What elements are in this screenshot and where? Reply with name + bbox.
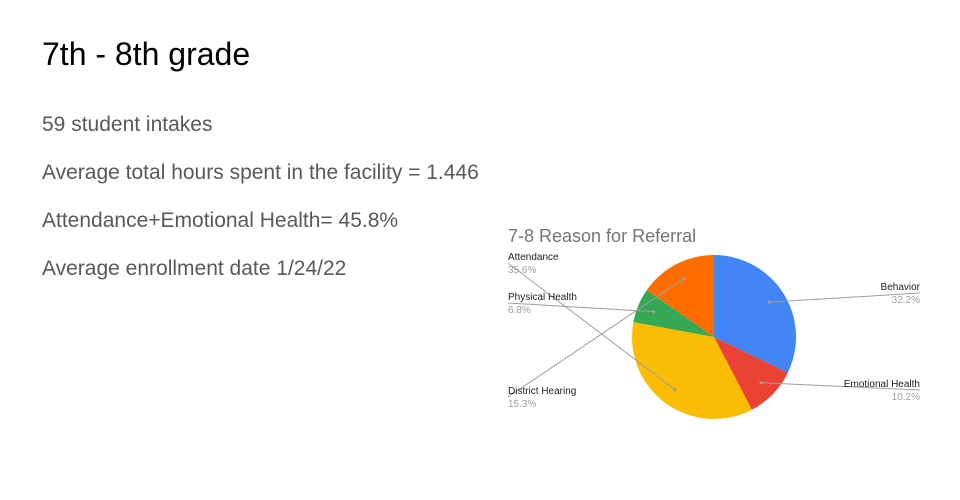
- slice-percent-behavior: 32.2%: [892, 295, 920, 306]
- leader-dot-attendance: [673, 388, 677, 392]
- slice-label-district-hearing: District Hearing: [508, 386, 576, 397]
- leader-line-emotional-health: [761, 382, 921, 391]
- slice-percent-attendance: 35.6%: [508, 265, 536, 276]
- stat-attendance-emotional: Attendance+Emotional Health= 45.8%: [42, 209, 399, 232]
- pie-slice-attendance: [632, 322, 752, 420]
- slice-label-behavior: Behavior: [881, 282, 921, 293]
- stat-average-hours: Average total hours spent in the facilit…: [42, 161, 479, 184]
- leader-line-attendance: [507, 262, 676, 391]
- stats-list: 59 student intakes Average total hours s…: [42, 110, 479, 302]
- leader-line-district-hearing: [507, 278, 684, 398]
- leader-line-behavior: [769, 292, 921, 303]
- slide-title: 7th - 8th grade: [42, 36, 251, 72]
- leader-dot-emotional-health: [759, 381, 763, 385]
- stat-enrollment-date: Average enrollment date 1/24/22: [42, 257, 347, 280]
- stat-intakes: 59 student intakes: [42, 113, 213, 136]
- pie-slice-district-hearing: [646, 255, 714, 337]
- pie-slice-behavior: [714, 255, 796, 373]
- slice-percent-district-hearing: 15.3%: [508, 399, 536, 410]
- slice-percent-physical-health: 6.8%: [508, 305, 531, 316]
- pie-slice-physical-health: [633, 290, 714, 337]
- slice-label-emotional-health: Emotional Health: [844, 379, 920, 390]
- leader-line-physical-health: [507, 302, 654, 313]
- slice-label-physical-health: Physical Health: [508, 292, 577, 303]
- leader-dot-behavior: [768, 300, 772, 304]
- slice-percent-emotional-health: 10.2%: [892, 392, 920, 403]
- leader-dot-district-hearing: [682, 277, 686, 281]
- pie-chart-svg: Behavior 32.2% Emotional Health 10.2% Attend…: [507, 252, 921, 420]
- pie-slice-emotional-health: [714, 337, 788, 410]
- pie-chart: Behavior 32.2% Emotional Health 10.2% Attend…: [500, 222, 930, 437]
- leader-dot-physical-health: [651, 310, 656, 314]
- chart-title: 7-8 Reason for Referral: [508, 226, 697, 246]
- slice-label-attendance: Attendance: [508, 252, 559, 263]
